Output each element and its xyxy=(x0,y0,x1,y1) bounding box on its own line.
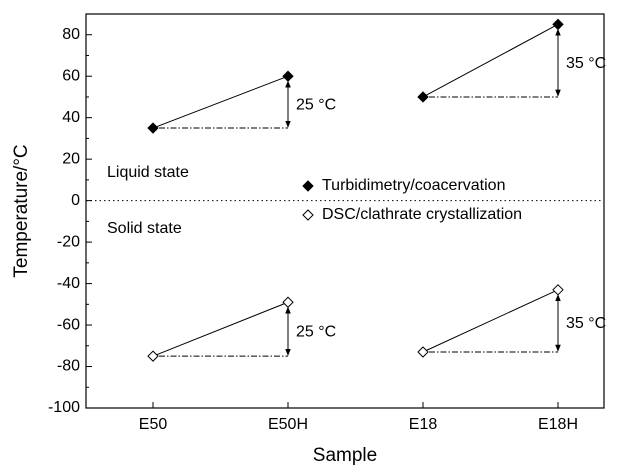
data-point xyxy=(552,284,564,296)
x-tick-label: E50 xyxy=(139,416,168,433)
y-tick-label: 80 xyxy=(62,26,80,43)
legend-label: Turbidimetry/coacervation xyxy=(322,177,505,194)
annotation: 25 °C xyxy=(296,96,336,113)
region-label: Solid state xyxy=(107,220,182,237)
data-point xyxy=(417,346,429,358)
connector-line xyxy=(422,23,559,98)
legend-marker xyxy=(302,209,314,221)
data-point xyxy=(552,18,564,31)
y-tick-label: 0 xyxy=(71,192,80,209)
y-tick-label: -60 xyxy=(57,316,80,333)
data-point xyxy=(147,350,159,362)
y-tick-label: 20 xyxy=(62,150,80,167)
x-tick-label: E18 xyxy=(409,416,438,433)
x-axis-label: Sample xyxy=(313,445,377,466)
region-label: Liquid state xyxy=(107,164,189,181)
data-point xyxy=(282,70,294,82)
y-tick-label: -40 xyxy=(57,275,80,292)
legend-marker xyxy=(302,180,314,192)
annotation: 35 °C xyxy=(566,315,606,332)
plot-frame xyxy=(85,13,605,409)
annotation: 25 °C xyxy=(296,323,336,340)
y-tick-label: 60 xyxy=(62,67,80,84)
data-point xyxy=(417,91,429,103)
y-tick-label: -20 xyxy=(57,233,80,250)
x-tick-label: E18H xyxy=(538,416,578,433)
connector-line xyxy=(152,75,289,129)
connector-line xyxy=(422,289,559,353)
legend-label: DSC/clathrate crystallization xyxy=(322,206,522,223)
connector-line xyxy=(152,301,289,357)
y-tick-label: 40 xyxy=(62,109,80,126)
y-tick-label: -100 xyxy=(48,399,80,416)
y-axis-label: Temperature/°C xyxy=(11,144,32,277)
y-tick-label: -80 xyxy=(57,358,80,375)
data-point xyxy=(282,296,294,308)
data-point xyxy=(147,122,159,134)
x-tick-label: E50H xyxy=(268,416,308,433)
annotation: 35 °C xyxy=(566,55,606,72)
